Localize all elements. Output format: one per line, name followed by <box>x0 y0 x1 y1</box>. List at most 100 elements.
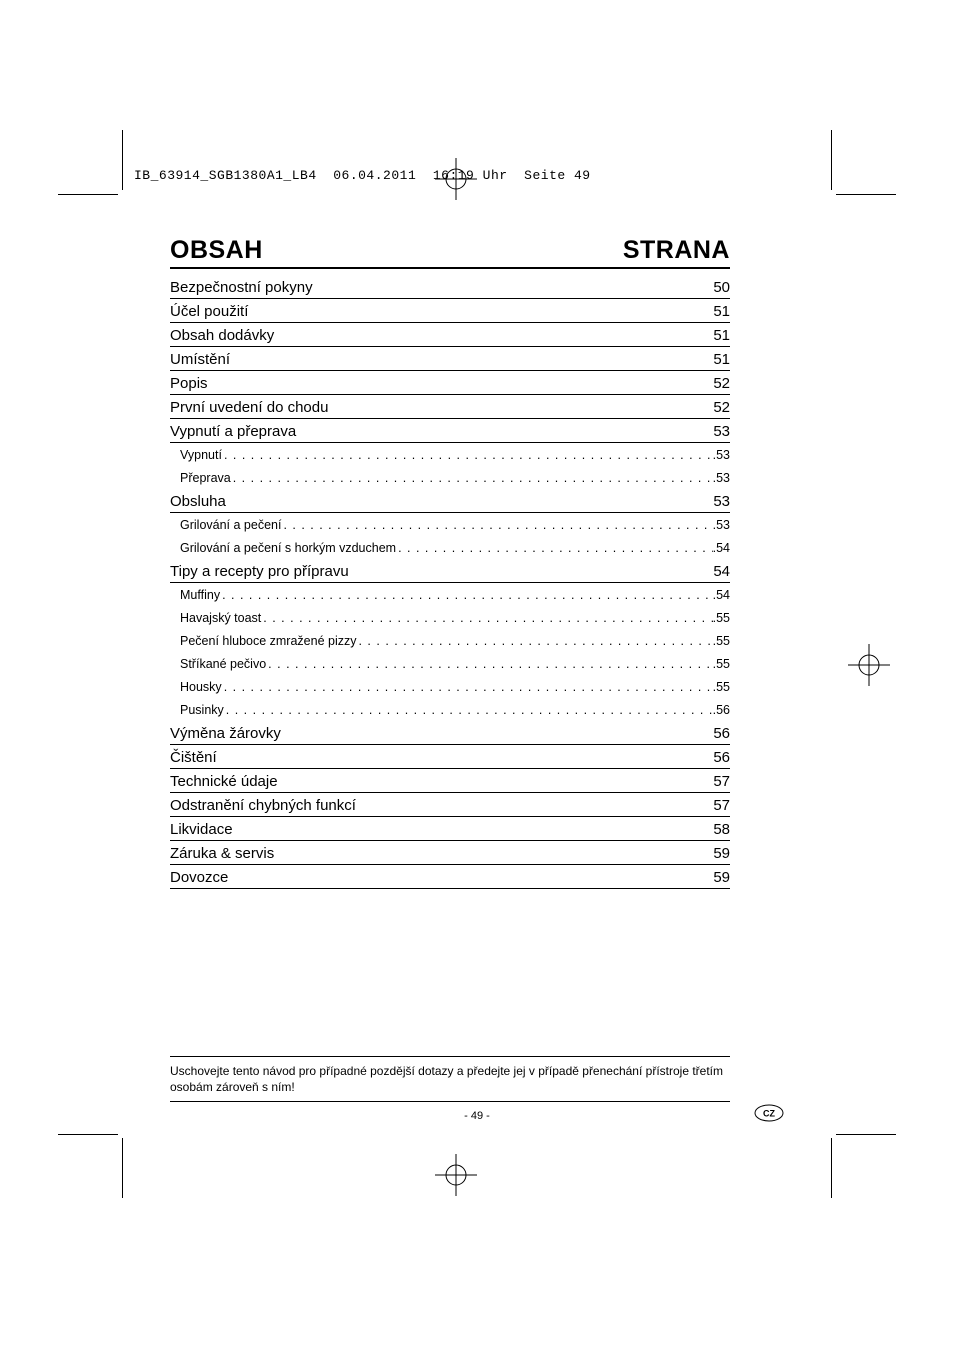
crop-mark <box>831 130 832 190</box>
crop-mark <box>58 1134 118 1135</box>
toc-sub-page: .54 <box>713 541 730 555</box>
toc-page: 51 <box>713 327 730 344</box>
toc-sub-label: Grilování a pečení <box>180 518 281 532</box>
toc-sub-page: .55 <box>713 634 730 648</box>
toc-label: Umístění <box>170 351 230 368</box>
divider <box>170 1101 730 1102</box>
toc-leader-dots: . . . . . . . . . . . . . . . . . . . . … <box>356 634 712 648</box>
toc-title-bar: OBSAH STRANA <box>170 236 730 269</box>
toc-row: Technické údaje 57 <box>170 769 730 793</box>
toc-page: 51 <box>713 303 730 320</box>
toc-subrow: Pusinky . . . . . . . . . . . . . . . . … <box>170 698 730 721</box>
toc-leader-dots: . . . . . . . . . . . . . . . . . . . . … <box>222 680 713 694</box>
toc-label: Technické údaje <box>170 773 278 790</box>
toc-subrow: Housky . . . . . . . . . . . . . . . . .… <box>170 675 730 698</box>
toc-row: Obsah dodávky 51 <box>170 323 730 347</box>
language-code: CZ <box>763 1109 775 1119</box>
retain-note-text: Uschovejte tento návod pro případné pozd… <box>170 1063 730 1095</box>
toc-leader-dots: . . . . . . . . . . . . . . . . . . . . … <box>222 448 713 462</box>
toc-sub-page: .53 <box>713 518 730 532</box>
footer-page-number: - 49 - <box>0 1110 954 1122</box>
crop-mark <box>831 1138 832 1198</box>
toc-sub-page: .54 <box>713 588 730 602</box>
toc-label: Obsluha <box>170 493 226 510</box>
toc-sub-page: .56 <box>713 703 730 717</box>
toc-label: Účel použití <box>170 303 248 320</box>
toc-sub-label: Vypnutí <box>180 448 222 462</box>
toc-label: Obsah dodávky <box>170 327 274 344</box>
toc-label: Odstranění chybných funkcí <box>170 797 356 814</box>
registration-mark-icon <box>848 644 890 686</box>
toc-subrow: Stříkané pečivo . . . . . . . . . . . . … <box>170 652 730 675</box>
toc-label: Vypnutí a přeprava <box>170 423 296 440</box>
toc-subrow: Havajský toast . . . . . . . . . . . . .… <box>170 606 730 629</box>
toc-title-left: OBSAH <box>170 236 263 265</box>
toc-sub-label: Přeprava <box>180 471 231 485</box>
toc-label: Tipy a recepty pro přípravu <box>170 563 349 580</box>
toc-label: Čištění <box>170 749 217 766</box>
toc-label: Záruka & servis <box>170 845 274 862</box>
toc-leader-dots: . . . . . . . . . . . . . . . . . . . . … <box>220 588 713 602</box>
toc-subrow: Grilování a pečení s horkým vzduchem . .… <box>170 536 730 559</box>
crop-mark <box>122 1138 123 1198</box>
toc-row: Obsluha 53 <box>170 489 730 513</box>
toc-leader-dots: . . . . . . . . . . . . . . . . . . . . … <box>396 541 713 555</box>
crop-mark <box>58 194 118 195</box>
toc-leader-dots: . . . . . . . . . . . . . . . . . . . . … <box>261 611 712 625</box>
toc-label: Výměna žárovky <box>170 725 281 742</box>
toc-sub-page: .55 <box>713 657 730 671</box>
toc-leader-dots: . . . . . . . . . . . . . . . . . . . . … <box>231 471 713 485</box>
toc-sub-label: Havajský toast <box>180 611 261 625</box>
toc-page: 51 <box>713 351 730 368</box>
crop-mark <box>836 194 896 195</box>
toc-sub-label: Housky <box>180 680 222 694</box>
toc-sub-label: Stříkané pečivo <box>180 657 266 671</box>
toc-page: 52 <box>713 399 730 416</box>
print-header-line: IB_63914_SGB1380A1_LB4 06.04.2011 16:19 … <box>134 168 591 183</box>
toc-row: Odstranění chybných funkcí 57 <box>170 793 730 817</box>
language-badge: CZ <box>754 1104 784 1127</box>
toc-subrow: Vypnutí . . . . . . . . . . . . . . . . … <box>170 443 730 466</box>
toc-body: Bezpečnostní pokyny50Účel použití51Obsah… <box>170 275 730 889</box>
toc-row: Dovozce 59 <box>170 865 730 889</box>
toc-row: Likvidace 58 <box>170 817 730 841</box>
toc-leader-dots: . . . . . . . . . . . . . . . . . . . . … <box>266 657 712 671</box>
toc-label: Likvidace <box>170 821 233 838</box>
toc-page: 58 <box>713 821 730 838</box>
crop-mark <box>836 1134 896 1135</box>
toc-label: Dovozce <box>170 869 228 886</box>
toc-sub-page: .55 <box>713 611 730 625</box>
toc-sub-label: Muffiny <box>180 588 220 602</box>
toc-page: 54 <box>713 563 730 580</box>
toc-row: Výměna žárovky56 <box>170 721 730 745</box>
toc-page: 50 <box>713 279 730 296</box>
toc-sub-label: Pečení hluboce zmražené pizzy <box>180 634 356 648</box>
toc-row: Umístění 51 <box>170 347 730 371</box>
toc-page: 53 <box>713 493 730 510</box>
toc-subrow: Muffiny . . . . . . . . . . . . . . . . … <box>170 583 730 606</box>
toc-row: Tipy a recepty pro přípravu 54 <box>170 559 730 583</box>
toc-subrow: Přeprava . . . . . . . . . . . . . . . .… <box>170 466 730 489</box>
toc-sub-page: .55 <box>713 680 730 694</box>
crop-mark <box>122 130 123 190</box>
toc-label: Popis <box>170 375 208 392</box>
toc-title-right: STRANA <box>623 236 730 265</box>
toc-row: Vypnutí a přeprava 53 <box>170 419 730 443</box>
toc-row: Záruka & servis59 <box>170 841 730 865</box>
toc-row: První uvedení do chodu52 <box>170 395 730 419</box>
toc-leader-dots: . . . . . . . . . . . . . . . . . . . . … <box>281 518 712 532</box>
page: IB_63914_SGB1380A1_LB4 06.04.2011 16:19 … <box>0 0 954 1350</box>
toc-page: 56 <box>713 749 730 766</box>
retain-note: Uschovejte tento návod pro případné pozd… <box>170 1056 730 1102</box>
toc-subrow: Grilování a pečení . . . . . . . . . . .… <box>170 513 730 536</box>
toc-page: 57 <box>713 797 730 814</box>
toc-page: 57 <box>713 773 730 790</box>
toc-label: Bezpečnostní pokyny <box>170 279 313 296</box>
toc-sub-label: Grilování a pečení s horkým vzduchem <box>180 541 396 555</box>
toc-page: 53 <box>713 423 730 440</box>
toc-row: Čištění 56 <box>170 745 730 769</box>
toc-page: 59 <box>713 869 730 886</box>
toc-row: Účel použití 51 <box>170 299 730 323</box>
toc-row: Bezpečnostní pokyny 50 <box>170 275 730 299</box>
toc-subrow: Pečení hluboce zmražené pizzy . . . . . … <box>170 629 730 652</box>
